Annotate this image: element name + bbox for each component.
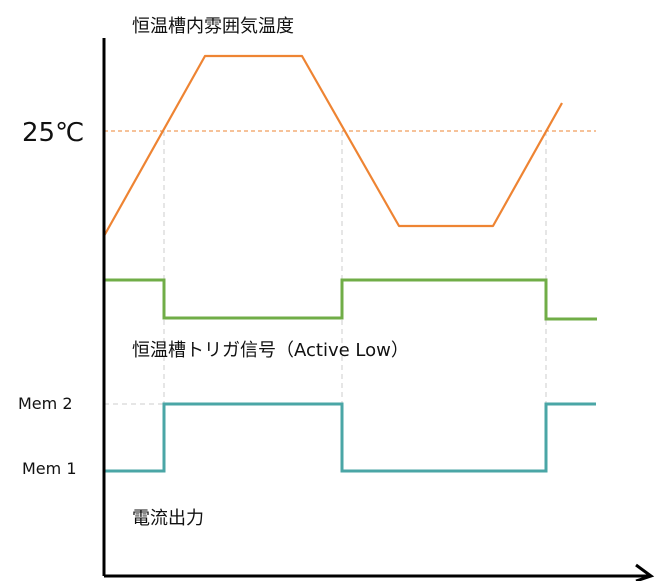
temperature-curve <box>103 54 563 237</box>
x-axis-arrow-icon <box>635 563 655 583</box>
mem2-label: Mem 2 <box>18 394 73 413</box>
mem1-label: Mem 1 <box>22 459 77 478</box>
threshold-label: 25℃ <box>22 118 85 148</box>
current-output-title: 電流出力 <box>132 508 204 529</box>
trigger-title: 恒温槽トリガ信号（Active Low） <box>132 340 409 361</box>
current-output-signal <box>104 402 596 473</box>
trigger-signal <box>104 278 597 321</box>
temperature-title: 恒温槽内雰囲気温度 <box>132 16 294 37</box>
